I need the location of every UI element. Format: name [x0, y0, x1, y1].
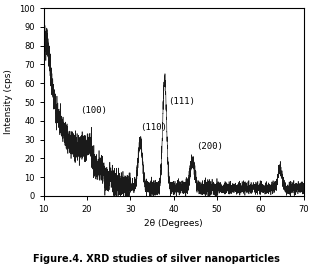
Text: (200): (200): [196, 142, 223, 151]
Text: (110): (110): [140, 123, 167, 132]
Text: (111): (111): [168, 97, 195, 106]
X-axis label: 2θ (Degrees): 2θ (Degrees): [144, 220, 203, 228]
Text: Figure.4. XRD studies of silver nanoparticles: Figure.4. XRD studies of silver nanopart…: [33, 254, 280, 264]
Y-axis label: Intensity (cps): Intensity (cps): [4, 70, 13, 134]
Text: (100): (100): [81, 106, 107, 115]
